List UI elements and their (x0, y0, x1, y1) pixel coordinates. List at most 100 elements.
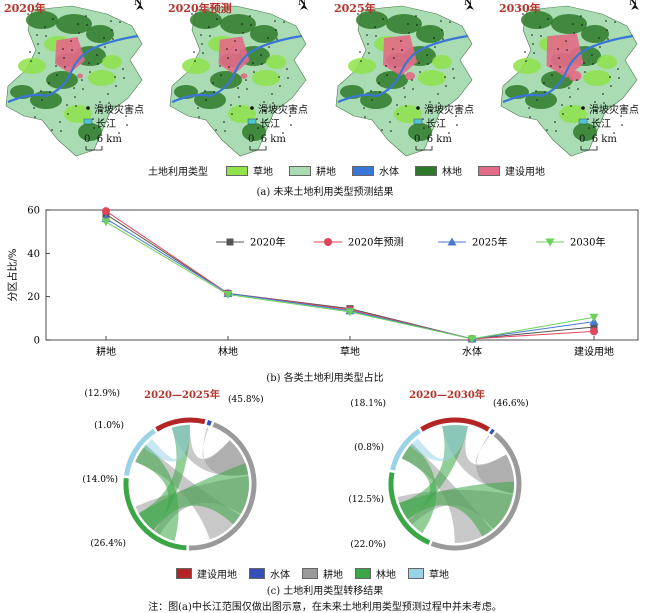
chord-arc-segment (388, 472, 431, 545)
data-point (102, 207, 110, 216)
chord-arc-segment (489, 428, 495, 435)
landslide-point-legend: 滑坡灾害点 (94, 105, 144, 116)
data-point (467, 335, 477, 344)
x-tick-label: 水体 (462, 346, 482, 358)
y-axis-label: 分区占比/% (6, 249, 19, 302)
north-arrow-label: N (629, 0, 638, 8)
legend-swatch (408, 568, 424, 579)
chord-arc-segment (390, 428, 421, 471)
map-graphic (500, 4, 639, 157)
map-graphic (5, 4, 144, 157)
figure-note: 注：图(a)中长江范围仅做出图示意，在未来土地利用类型预测过程中并未考虑。 (148, 602, 502, 613)
map-year-title: 2025年 (334, 2, 376, 15)
y-tick-label: 40 (27, 249, 40, 260)
north-arrow-label: N (464, 0, 473, 8)
chord-ribbon (202, 427, 249, 476)
legend-marker (545, 238, 555, 247)
chord-arc-segment (420, 417, 490, 432)
legend-swatch (415, 165, 437, 176)
chord-diagram-2: 2020—2030年 (18.1%) (0.8%) (46.6%) (22.0%) (12… (348, 388, 529, 551)
data-point (589, 313, 599, 322)
scale-bar-label: 0 6 km (84, 134, 122, 145)
legend-label: 2030年 (570, 236, 605, 249)
legend-swatch (289, 165, 311, 176)
chord-title: 2020—2030年 (409, 388, 485, 401)
chord-title: 2020—2025年 (144, 388, 220, 401)
chord-ribbon (143, 425, 190, 462)
segment-percent-label: (18.1%) (350, 398, 386, 409)
data-point (345, 308, 355, 317)
yangtze-river-legend: 长江 (260, 119, 280, 130)
legend-label: 林地 (442, 167, 462, 178)
yangtze-river-legend: 长江 (591, 119, 611, 130)
north-arrow-label: N (298, 0, 307, 8)
legend-swatch (226, 165, 248, 176)
legend-swatch (302, 568, 318, 579)
transfer-chord-diagrams: 2020—2025年 (12.9%) (1.0%) (45.8%) (26.4%) (14… (82, 388, 529, 551)
legend-swatch (176, 568, 192, 579)
legend-entry: 2020年预测 (314, 236, 403, 249)
chord-arc-segment (430, 432, 522, 551)
landuse-legend-item: 林地 (415, 163, 462, 178)
map-year-title: 2030年 (499, 2, 541, 15)
data-point (101, 218, 111, 227)
data-point (590, 323, 598, 331)
landuse-map-1: 2020年 N 滑坡灾害点长江 0 6 km (2, 0, 152, 160)
landslide-point-legend: 滑坡灾害点 (424, 105, 474, 116)
x-tick-label: 耕地 (96, 345, 116, 358)
legend-marker (324, 238, 332, 246)
yangtze-river-legend: 长江 (96, 119, 116, 130)
legend-entry: 2020年 (216, 236, 285, 249)
landslide-point-legend: 滑坡灾害点 (258, 105, 308, 116)
legend-label: 林地 (376, 570, 396, 581)
scale-bar-label: 0 6 km (414, 134, 452, 145)
chord-arc-segment (124, 428, 156, 477)
legend-swatch (352, 165, 374, 176)
segment-percent-label: (22.0%) (350, 539, 386, 550)
legend-label: 建设用地 (505, 167, 545, 178)
legend-swatch (249, 568, 265, 579)
data-point (223, 291, 233, 299)
map-year-title: 2020年 (4, 2, 46, 15)
chord-legend-item: 水体 (249, 566, 290, 581)
legend-label: 耕地 (316, 167, 336, 178)
map-graphic (335, 4, 474, 157)
landuse-legend-item: 耕地 (289, 163, 336, 178)
chord-diagram-1: 2020—2025年 (12.9%) (1.0%) (45.8%) (26.4%) (14… (82, 388, 264, 551)
map-year-title: 2020年预测 (168, 2, 232, 15)
legend-label: 2020年预测 (348, 236, 403, 249)
legend-entry: 2025年 (438, 236, 507, 249)
legend-label: 水体 (270, 570, 290, 581)
map-graphic (169, 4, 308, 157)
landuse-legend-item: 草地 (226, 163, 273, 178)
landuse-legend-label: 土地利用类型 (148, 167, 208, 178)
chord-ribbon (138, 425, 190, 531)
legend-label: 2020年 (250, 236, 285, 249)
x-tick-label: 林地 (218, 345, 238, 358)
chord-ribbon (401, 443, 437, 534)
chord-arc-segment (206, 419, 212, 426)
legend-label: 草地 (253, 167, 273, 178)
series-line (105, 213, 595, 340)
scale-bar-label: 0 6 km (248, 134, 286, 145)
series-2 (102, 207, 598, 343)
data-point (590, 327, 598, 336)
chord-arc-segment (123, 478, 187, 551)
landuse-map-3: 2025年 N 滑坡灾害点 长江 0 6 km (332, 0, 482, 160)
landuse-map-4: 2030年 N 滑坡灾害点 长江 0 6 km (497, 0, 647, 160)
chord-legend-item: 建设用地 (176, 566, 237, 581)
y-tick-label: 20 (27, 292, 40, 303)
legend-label: 草地 (429, 570, 449, 581)
north-arrow-label: N (134, 0, 143, 8)
chord-arc-segment (188, 422, 257, 551)
y-tick-label: 60 (27, 206, 40, 217)
landslide-point-legend: 滑坡灾害点 (589, 105, 639, 116)
legend-entry: 2030年 (536, 236, 605, 249)
legend-label: 2025年 (472, 236, 507, 249)
chord-legend-item: 草地 (408, 566, 449, 581)
chord-ribbon (475, 435, 514, 494)
landuse-legend-item: 建设用地 (478, 163, 545, 178)
caption-c: (c) 土地利用类型转移结果 (266, 586, 384, 597)
legend-label: 水体 (379, 167, 399, 178)
legend-marker (447, 237, 457, 246)
